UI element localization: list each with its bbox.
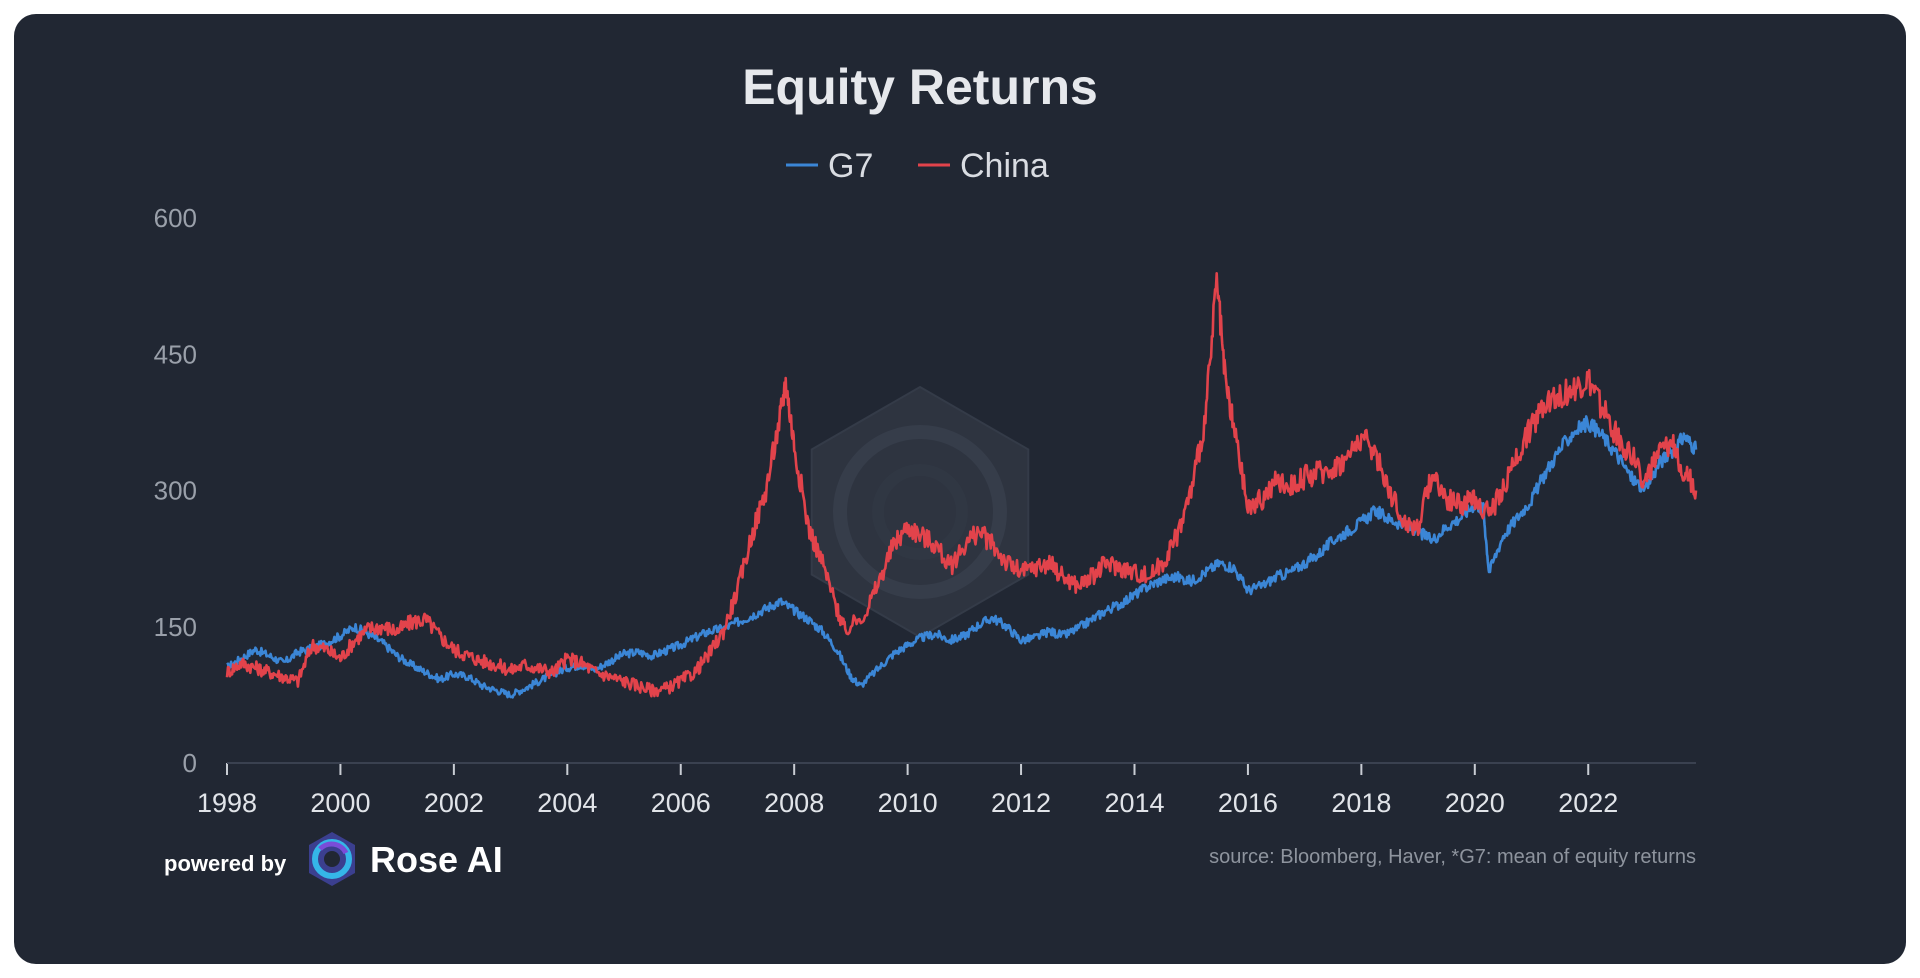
x-tick-label-2014: 2014 — [1104, 788, 1164, 818]
legend: G7 China — [786, 147, 1049, 185]
source-note: source: Bloomberg, Haver, *G7: mean of e… — [1209, 846, 1696, 868]
chart-card: Equity Returns G7 China 0 150 300 450 600 19… — [14, 14, 1906, 964]
series-layer — [225, 272, 1698, 699]
powered-by-label: powered by — [164, 851, 287, 876]
x-tick-label-2000: 2000 — [310, 788, 370, 818]
x-tick-label-2010: 2010 — [878, 788, 938, 818]
x-tick-label-2022: 2022 — [1558, 788, 1618, 818]
y-tick-label-600: 600 — [154, 203, 197, 233]
x-axis: 1998 2000 2002 2004 2006 2008 2010 2012 2014 2016… — [197, 763, 1618, 818]
watermark-logo-icon — [810, 385, 1030, 639]
x-tick-label-2006: 2006 — [651, 788, 711, 818]
x-tick-label-2020: 2020 — [1445, 788, 1505, 818]
legend-g7-label: G7 — [828, 147, 873, 185]
x-tick-label-2012: 2012 — [991, 788, 1051, 818]
y-tick-label-450: 450 — [154, 339, 197, 369]
rose-ai-brand[interactable]: Rose AI — [370, 839, 503, 880]
y-axis: 0 150 300 450 600 — [154, 203, 197, 778]
x-tick-label-2004: 2004 — [537, 788, 597, 818]
y-tick-label-300: 300 — [154, 476, 197, 506]
rose-ai-logo-icon — [309, 832, 355, 886]
x-tick-label-2016: 2016 — [1218, 788, 1278, 818]
legend-item-china[interactable]: China — [918, 147, 1049, 185]
x-tick-label-1998: 1998 — [197, 788, 257, 818]
y-tick-label-150: 150 — [154, 612, 197, 642]
legend-china-label: China — [960, 147, 1049, 185]
equity-returns-chart: Equity Returns G7 China 0 150 300 450 600 19… — [154, 59, 1698, 886]
y-tick-label-0: 0 — [183, 748, 197, 778]
x-tick-label-2008: 2008 — [764, 788, 824, 818]
x-tick-label-2002: 2002 — [424, 788, 484, 818]
legend-item-g7[interactable]: G7 — [786, 147, 873, 185]
chart-title: Equity Returns — [742, 59, 1098, 115]
x-tick-label-2018: 2018 — [1331, 788, 1391, 818]
series-line-china[interactable] — [225, 272, 1698, 698]
